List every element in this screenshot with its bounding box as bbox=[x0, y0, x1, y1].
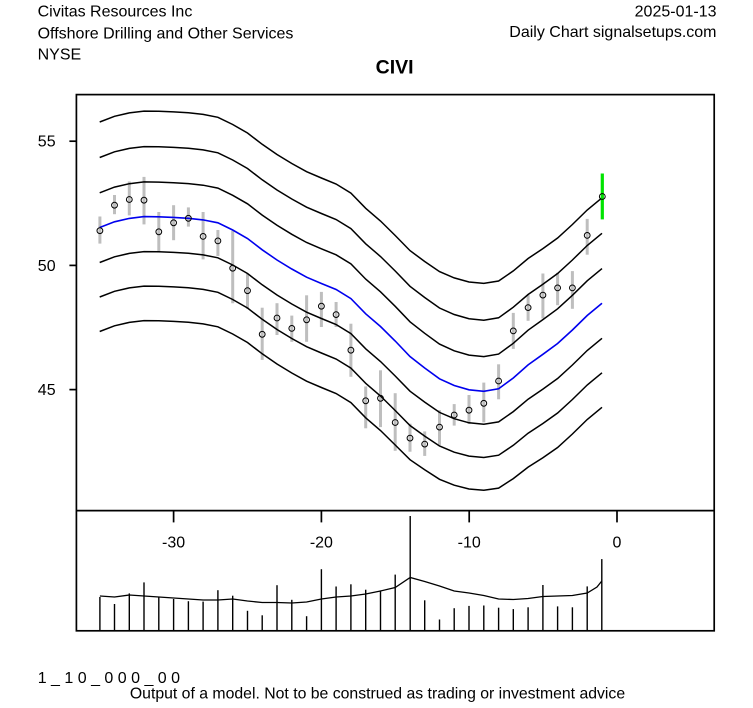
svg-text:-10: -10 bbox=[458, 534, 481, 551]
svg-text:Civitas Resources Inc: Civitas Resources Inc bbox=[38, 4, 193, 21]
svg-text:Daily Chart signalsetups.com: Daily Chart signalsetups.com bbox=[509, 24, 716, 41]
svg-text:2025-01-13: 2025-01-13 bbox=[635, 3, 717, 20]
svg-text:50: 50 bbox=[38, 258, 56, 275]
svg-text:CIVI: CIVI bbox=[376, 56, 414, 78]
svg-text:Offshore Drilling and Other Se: Offshore Drilling and Other Services bbox=[38, 25, 294, 42]
svg-text:Output of a model. Not to be c: Output of a model. Not to be construed a… bbox=[130, 685, 625, 702]
svg-text:NYSE: NYSE bbox=[38, 47, 82, 64]
svg-text:0: 0 bbox=[613, 534, 622, 551]
svg-text:-20: -20 bbox=[310, 534, 333, 551]
svg-text:-30: -30 bbox=[162, 534, 185, 551]
svg-text:45: 45 bbox=[38, 382, 56, 399]
svg-text:55: 55 bbox=[38, 134, 56, 151]
svg-text:1 _ 1 0 _ 0 0 0 _ 0 0: 1 _ 1 0 _ 0 0 0 _ 0 0 bbox=[38, 670, 180, 687]
